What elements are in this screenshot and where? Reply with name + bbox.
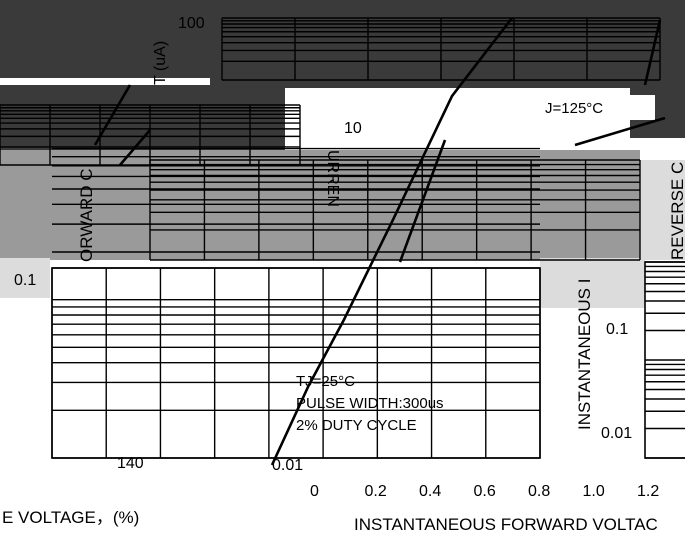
left-light-panel (0, 258, 50, 298)
y-tick-label-0.01-left: 0.01 (272, 457, 303, 474)
x-axis-label-forward-voltage: INSTANTANEOUS FORWARD VOLTAC (354, 515, 658, 533)
curve-fragment-1 (119, 129, 151, 166)
x-tick-label-6: 1.2 (637, 483, 659, 500)
y-axis-label-left-fragment: ORWARD C (77, 169, 96, 263)
annotation-box (540, 95, 655, 120)
upper-left-dark-panel (0, 18, 210, 78)
curve-fragment-0 (93, 84, 132, 146)
vertical-fragment-label: URREN (324, 150, 341, 207)
x-tick-labels: 0 0.2 0.4 0.6 0.8 1.0 1.2 (310, 483, 659, 500)
annotation-tj-25: TJ=25°C (296, 373, 355, 390)
y-tick-label-10: 10 (344, 120, 362, 137)
curve-fragment-2 (398, 139, 447, 263)
y-tick-label-0.1-right: 0.1 (606, 321, 628, 338)
forward-curves (93, 17, 666, 466)
x-tick-label-5: 1.0 (583, 483, 605, 500)
main-grid (51, 147, 541, 459)
curve-fragment-3 (574, 116, 666, 147)
annotation-pulse-width: PULSE WIDTH:300us (296, 395, 444, 412)
upper-right-grid (221, 17, 661, 81)
upper-center-grid (0, 104, 301, 166)
right-grid (644, 261, 685, 459)
x-tick-label-140: 140 (117, 455, 144, 472)
y-tick-label-0.01-right: 0.01 (601, 425, 632, 442)
upper-center-dark-panel (210, 18, 630, 88)
x-tick-label-0: 0 (310, 483, 319, 500)
y-axis-label-instantaneous: INSTANTANEOUS I (575, 279, 594, 430)
y-axis-label-reverse: REVERSE C (668, 162, 685, 260)
right-light-strip (540, 258, 645, 308)
x-axis-label-reverse-voltage: E VOLTAGE，(%) (2, 508, 139, 527)
forward-curve-series (270, 17, 514, 466)
x-tick-label-2: 0.4 (419, 483, 441, 500)
y-tick-label-0.1-left: 0.1 (14, 272, 36, 289)
x-tick-label-4: 0.8 (528, 483, 550, 500)
x-tick-label-3: 0.6 (474, 483, 496, 500)
unit-label-ua: T (uA) (152, 41, 169, 85)
x-tick-label-1: 0.2 (365, 483, 387, 500)
top-white-block (385, 95, 520, 125)
y-tick-label-100: 100 (178, 15, 205, 32)
right-light-panel (640, 160, 685, 260)
annotation-tj-125: J=125°C (545, 100, 603, 117)
annotation-duty-cycle: 2% DUTY CYCLE (296, 417, 417, 434)
curve-fragment-4 (643, 19, 662, 86)
top-dark-band (0, 0, 685, 18)
